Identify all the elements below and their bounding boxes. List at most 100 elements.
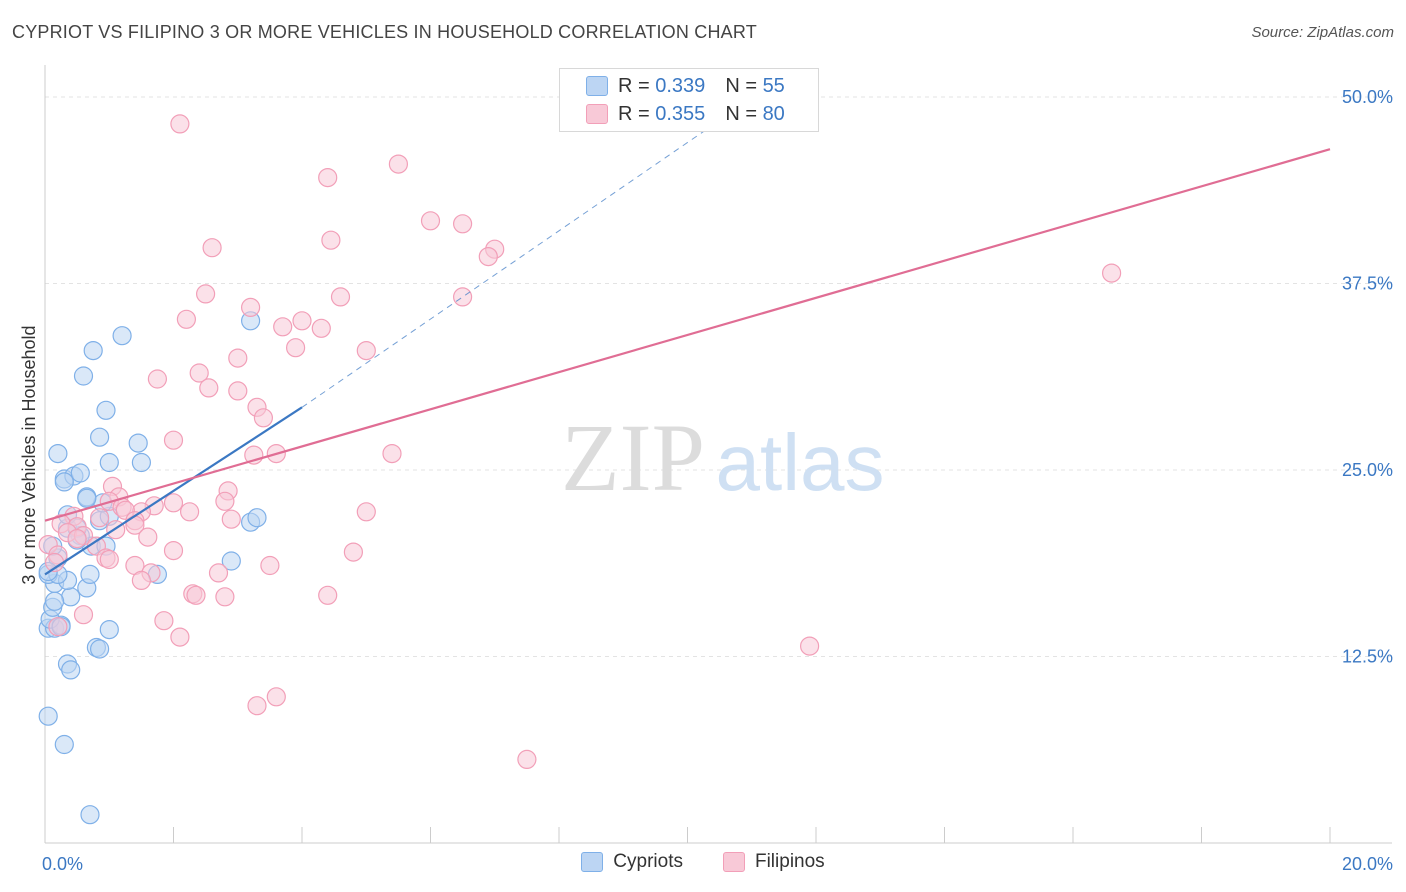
point-filipinos xyxy=(170,114,190,134)
point-cypriots xyxy=(61,660,81,680)
y-tick-label: 37.5% xyxy=(1342,274,1393,294)
point-filipinos xyxy=(73,605,94,625)
legend-row-filipinos: R = 0.355 N = 80 xyxy=(586,101,785,127)
point-filipinos xyxy=(163,430,184,450)
point-filipinos xyxy=(186,585,206,605)
point-filipinos xyxy=(799,636,820,656)
legend-item-filipinos[interactable]: Filipinos xyxy=(722,851,825,873)
point-cypriots xyxy=(99,619,119,640)
stats-legend: R = 0.339 N = 55 R = 0.355 N = 80 xyxy=(559,68,819,132)
y-tick-label: 12.5% xyxy=(1342,647,1393,667)
point-cypriots xyxy=(38,706,58,726)
point-filipinos xyxy=(196,284,216,304)
trend-line-cypriots xyxy=(44,406,303,576)
point-filipinos xyxy=(199,378,219,398)
point-filipinos xyxy=(453,214,473,234)
gridlines xyxy=(45,96,1392,657)
series-legend: Cypriots Filipinos xyxy=(0,851,1406,873)
point-filipinos xyxy=(208,563,229,583)
point-filipinos xyxy=(273,317,293,337)
legend-r-value-cypriots: 0.339 xyxy=(655,74,706,97)
data-points xyxy=(38,114,1122,825)
point-cypriots xyxy=(89,639,110,659)
point-filipinos xyxy=(286,338,306,358)
point-cypriots xyxy=(61,587,81,607)
point-filipinos xyxy=(356,341,376,361)
point-filipinos xyxy=(343,542,363,562)
point-cypriots xyxy=(54,734,74,755)
legend-r-value-filipinos: 0.355 xyxy=(655,102,706,125)
point-filipinos xyxy=(382,444,402,464)
point-cypriots xyxy=(131,452,151,473)
legend-item-cypriots[interactable]: Cypriots xyxy=(581,851,683,873)
legend-label-filipinos: Filipinos xyxy=(754,851,825,872)
legend-n-label: N = xyxy=(725,74,757,97)
watermark: ZIP atlas xyxy=(561,404,884,511)
y-tick-label: 50.0% xyxy=(1342,87,1393,107)
point-filipinos xyxy=(517,749,537,770)
legend-r-label: R = xyxy=(618,102,650,125)
point-filipinos xyxy=(131,570,151,591)
point-cypriots xyxy=(112,326,132,346)
watermark-zip: ZIP xyxy=(561,404,705,511)
point-filipinos xyxy=(154,611,174,631)
point-filipinos xyxy=(228,348,248,368)
point-filipinos xyxy=(99,549,119,570)
point-cypriots xyxy=(99,452,119,473)
legend-n-value-filipinos: 80 xyxy=(762,102,785,125)
watermark-atlas: atlas xyxy=(716,418,885,507)
point-cypriots xyxy=(70,463,90,483)
point-filipinos xyxy=(180,502,200,522)
point-cypriots xyxy=(54,472,74,492)
point-filipinos xyxy=(215,587,235,607)
point-filipinos xyxy=(318,168,338,188)
legend-label-cypriots: Cypriots xyxy=(613,851,683,872)
x-tick-label: 20.0% xyxy=(1342,854,1393,874)
x-tick-label: 0.0% xyxy=(42,854,83,874)
point-cypriots xyxy=(96,400,116,420)
trend-line-extension-cypriots xyxy=(301,89,765,408)
point-cypriots xyxy=(77,488,97,508)
point-filipinos xyxy=(48,617,68,637)
point-cypriots xyxy=(221,551,241,571)
trend-line-filipinos xyxy=(44,148,1331,522)
point-filipinos xyxy=(478,247,498,267)
point-filipinos xyxy=(356,502,376,522)
point-filipinos xyxy=(266,687,286,707)
point-filipinos xyxy=(311,318,331,338)
point-filipinos xyxy=(215,491,235,511)
point-cypriots xyxy=(44,591,65,611)
point-filipinos xyxy=(147,369,167,389)
point-filipinos xyxy=(321,230,341,250)
legend-swatch-cypriots xyxy=(586,76,608,96)
point-cypriots xyxy=(73,366,94,386)
point-filipinos xyxy=(253,408,273,428)
point-filipinos xyxy=(189,363,209,383)
legend-n-label: N = xyxy=(725,102,757,125)
point-cypriots xyxy=(128,433,148,453)
legend-row-cypriots: R = 0.339 N = 55 xyxy=(586,73,785,99)
point-filipinos xyxy=(176,309,196,329)
chart-title: CYPRIOT VS FILIPINO 3 OR MORE VEHICLES I… xyxy=(12,22,757,42)
point-cypriots xyxy=(80,564,100,585)
point-cypriots xyxy=(247,508,267,528)
point-filipinos xyxy=(138,527,158,547)
point-filipinos xyxy=(163,540,184,561)
legend-swatch-filipinos xyxy=(722,852,745,872)
legend-swatch-filipinos xyxy=(586,104,608,124)
point-filipinos xyxy=(247,696,267,716)
point-filipinos xyxy=(228,381,248,401)
point-filipinos xyxy=(221,509,241,529)
y-tick-label: 25.0% xyxy=(1342,460,1393,480)
point-cypriots xyxy=(83,341,103,361)
point-cypriots xyxy=(48,444,68,464)
point-filipinos xyxy=(388,154,408,174)
point-cypriots xyxy=(80,805,100,825)
source-credit: Source: ZipAtlas.com xyxy=(1251,24,1394,41)
point-filipinos xyxy=(292,311,312,331)
trend-lines xyxy=(44,89,1331,576)
point-filipinos xyxy=(260,555,280,576)
point-filipinos xyxy=(241,297,261,317)
point-filipinos xyxy=(170,627,190,647)
